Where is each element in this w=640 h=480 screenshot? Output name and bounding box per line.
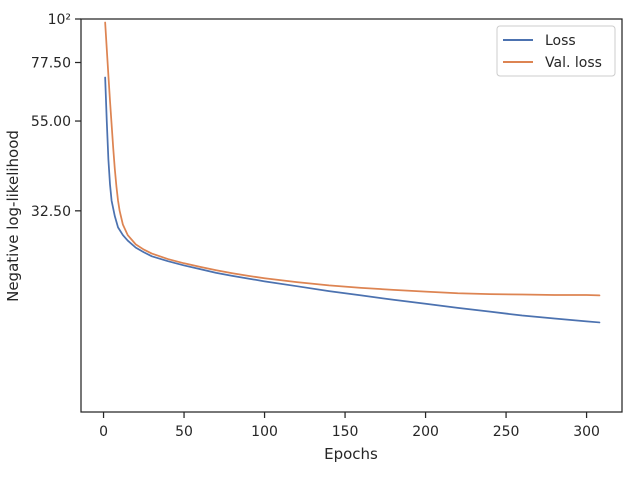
x-tick-label: 0 — [99, 424, 108, 440]
x-ticks: 0 50 100 150 200 250 300 — [99, 412, 600, 440]
y-tick-label: 32.50 — [31, 204, 71, 220]
y-axis-title: Negative log-likelihood — [4, 130, 22, 302]
plot-background — [81, 19, 622, 412]
y-ticks: 32.50 55.00 77.50 10² — [31, 12, 81, 220]
x-tick-label: 200 — [412, 424, 439, 440]
legend-box — [496, 25, 616, 77]
series-line-loss — [104, 76, 601, 324]
legend-label-val-loss: Val. loss — [545, 55, 602, 71]
plot-frame — [80, 18, 623, 413]
series-line-val-loss — [104, 21, 601, 297]
series-layer — [104, 21, 601, 324]
y-tick-label: 77.50 — [31, 56, 71, 72]
legend-label-loss: Loss — [545, 33, 576, 49]
x-tick-label: 50 — [175, 424, 193, 440]
y-tick-label: 55.00 — [31, 114, 71, 130]
legend: Loss Val. loss — [496, 25, 616, 77]
x-axis-title: Epochs — [324, 445, 378, 463]
y-tick-label: 10² — [48, 12, 71, 28]
x-tick-label: 100 — [251, 424, 278, 440]
x-tick-label: 300 — [573, 424, 600, 440]
x-tick-label: 150 — [332, 424, 359, 440]
x-tick-label: 250 — [493, 424, 520, 440]
